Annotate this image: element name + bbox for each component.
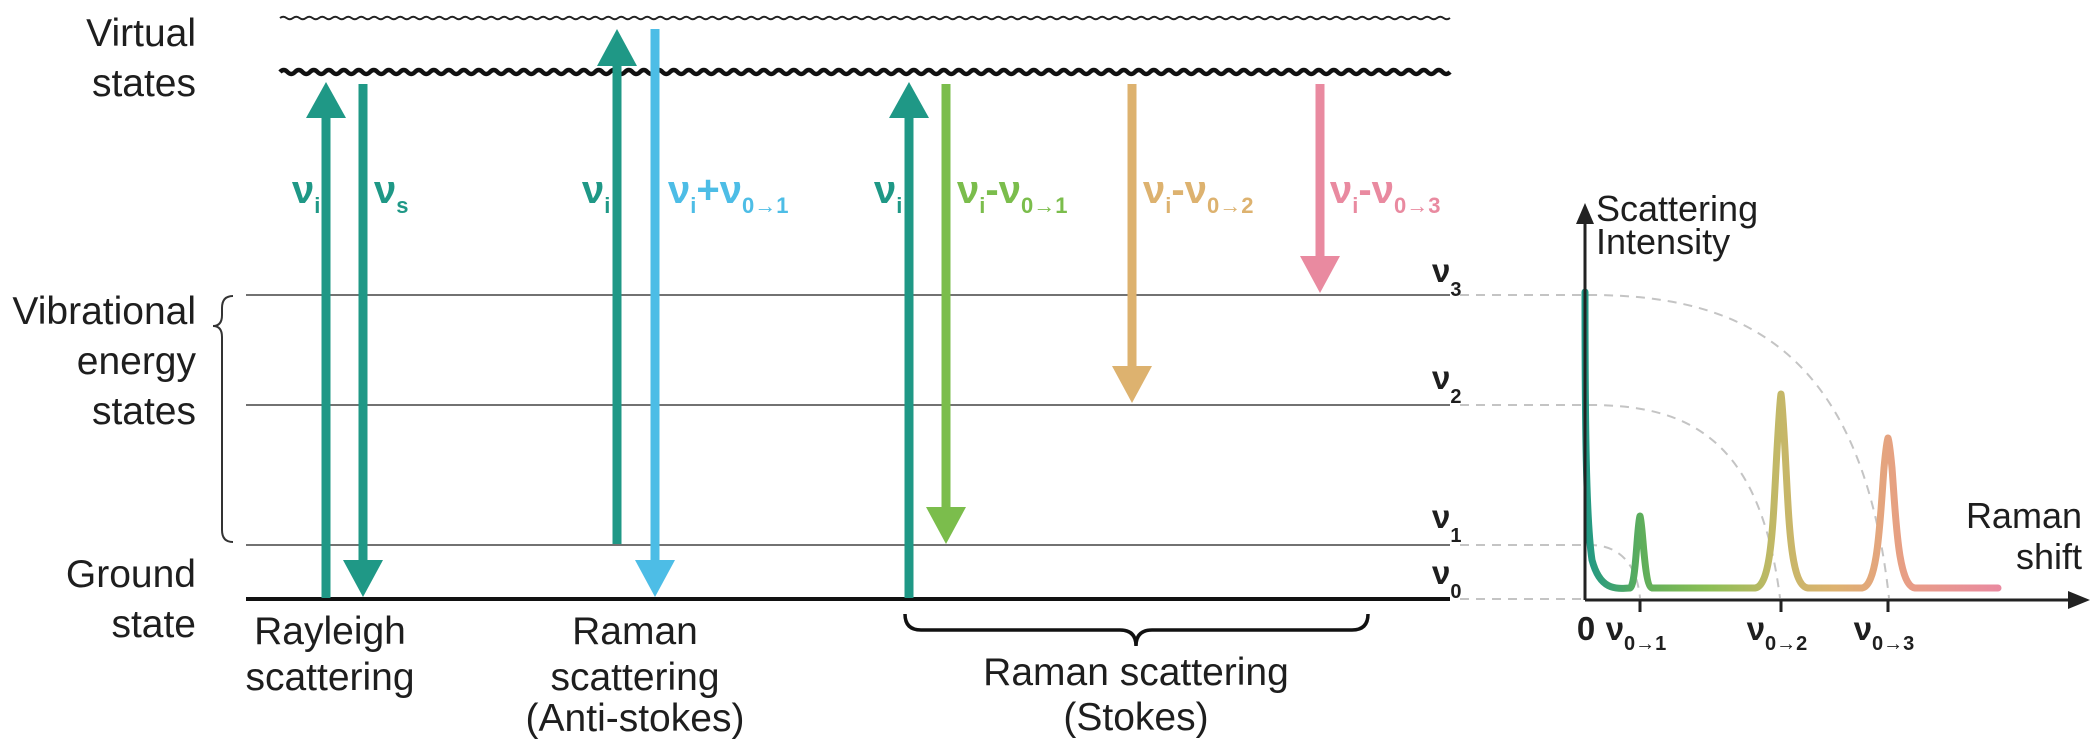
vibrational-bracket <box>213 296 233 542</box>
stokes-02-arrow <box>1112 84 1152 403</box>
virtual-states-line-2: states <box>92 62 196 105</box>
virtual-state-wavy-line-bottom <box>280 70 1450 74</box>
x-axis-title-line-2: shift <box>2016 536 2082 577</box>
level-label-v3: ν3 <box>1432 252 1461 301</box>
caption-antistokes-line-2: scattering <box>550 656 719 699</box>
arrow-label-stokes-02: νi-ν0→2 <box>1143 168 1253 218</box>
vibrational-states-label: Vibrational energy states <box>12 290 196 433</box>
arrow-label-antistokes-incident: νi <box>582 168 610 218</box>
y-axis-title-line-2: Intensity <box>1596 221 1730 262</box>
tick-label-03: ν0→3 <box>1854 610 1915 655</box>
arrow-label-stokes-incident: νi <box>874 168 902 218</box>
arrow-label-rayleigh-scattered: νs <box>374 168 409 218</box>
arrow-label-antistokes-scattered: νi+ν0→1 <box>668 168 788 218</box>
stokes-01-arrow <box>926 84 966 544</box>
vibrational-states-line-2: energy <box>77 340 197 383</box>
antistokes-scattered-arrow <box>635 29 675 597</box>
caption-rayleigh-line-1: Rayleigh <box>254 610 406 653</box>
caption-stokes-line-2: (Stokes) <box>1063 696 1208 739</box>
stokes-incident-arrow <box>889 82 929 598</box>
arrow-label-stokes-01: νi-ν0→1 <box>957 168 1067 218</box>
arrow-labels: νi νs νi νi+ν0→1 νi νi-ν0→1 νi-ν0→2 νi-ν0→3 <box>292 168 1440 218</box>
caption-antistokes: Raman scattering (Anti-stokes) <box>526 610 745 740</box>
y-axis-arrowhead <box>1576 203 1594 224</box>
caption-rayleigh-line-2: scattering <box>245 656 414 699</box>
tick-label-01: ν0→1 <box>1606 610 1667 655</box>
caption-stokes: Raman scattering (Stokes) <box>983 651 1289 739</box>
ground-state-line-2: state <box>111 603 196 646</box>
level-label-v0: ν0 <box>1432 554 1461 603</box>
x-axis-title-line-1: Raman <box>1966 495 2082 536</box>
caption-stokes-line-1: Raman scattering <box>983 651 1289 694</box>
ground-state-label: Ground state <box>66 553 196 646</box>
spectrum-plot: 0 ν0→1 ν0→2 ν0→3 Scattering Intensity Ra… <box>1460 188 2090 655</box>
caption-rayleigh: Rayleigh scattering <box>245 610 414 699</box>
stokes-brace <box>905 614 1368 646</box>
tick-label-02: ν0→2 <box>1747 610 1808 655</box>
x-axis-arrowhead <box>2068 591 2090 609</box>
level-label-v2: ν2 <box>1432 359 1461 408</box>
vibrational-states-line-1: Vibrational <box>12 290 196 333</box>
vibrational-states-line-3: states <box>92 390 196 433</box>
spectrum-curve <box>1585 292 1998 588</box>
ground-state-line-1: Ground <box>66 553 196 596</box>
tick-label-zero: 0 <box>1577 610 1595 647</box>
caption-antistokes-line-3: (Anti-stokes) <box>526 697 745 740</box>
virtual-state-wavy-line-top <box>280 17 1450 20</box>
level-label-v1: ν1 <box>1432 498 1461 547</box>
virtual-states-line-1: Virtual <box>86 12 196 55</box>
caption-antistokes-line-1: Raman <box>572 610 698 653</box>
antistokes-incident-arrow <box>597 29 637 544</box>
arrow-label-rayleigh-incident: νi <box>292 168 320 218</box>
connector-v2 <box>1460 405 1780 598</box>
rayleigh-incident-arrow <box>306 82 346 598</box>
arrow-label-stokes-03: νi-ν0→3 <box>1330 168 1440 218</box>
virtual-states-label: Virtual states <box>86 12 196 105</box>
connector-v3 <box>1460 295 1889 598</box>
rayleigh-scattered-arrow <box>343 84 383 597</box>
